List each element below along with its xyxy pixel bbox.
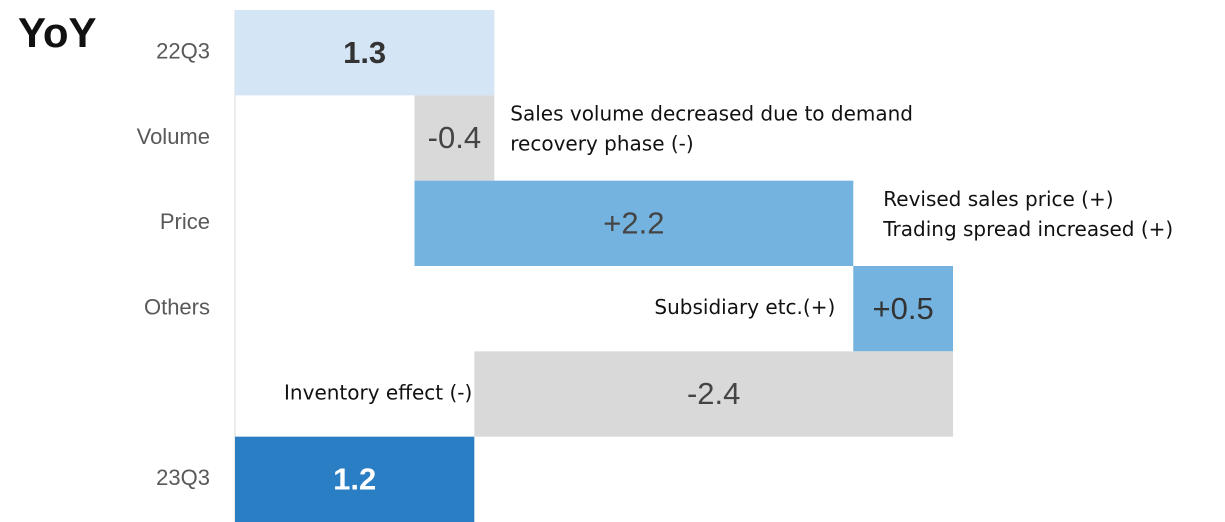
chart-title: YoY bbox=[18, 9, 97, 56]
bar bbox=[414, 95, 495, 181]
value-label: +2.2 bbox=[603, 206, 664, 241]
annotation: Revised sales price (+) bbox=[883, 187, 1113, 211]
bar bbox=[414, 180, 854, 266]
annotation: Sales volume decreased due to demand bbox=[510, 102, 913, 126]
value-label: 1.3 bbox=[343, 35, 386, 70]
bar bbox=[853, 266, 953, 352]
value-label: +0.5 bbox=[873, 291, 934, 326]
annotation: recovery phase (-) bbox=[510, 132, 693, 156]
bar bbox=[474, 351, 953, 437]
value-label: 1.2 bbox=[333, 462, 376, 497]
bar bbox=[235, 10, 495, 96]
category-label: Others bbox=[144, 294, 210, 319]
category-label: Volume bbox=[137, 124, 210, 149]
value-label: -2.4 bbox=[687, 376, 740, 411]
bar bbox=[235, 436, 475, 522]
category-label: 22Q3 bbox=[156, 38, 210, 63]
value-label: -0.4 bbox=[428, 120, 481, 155]
category-label: Price bbox=[160, 209, 210, 234]
category-label: 23Q3 bbox=[156, 465, 210, 490]
annotation: Inventory effect (-) bbox=[284, 381, 472, 405]
annotation: Subsidiary etc.(+) bbox=[654, 295, 835, 319]
annotation: Trading spread increased (+) bbox=[882, 217, 1173, 241]
